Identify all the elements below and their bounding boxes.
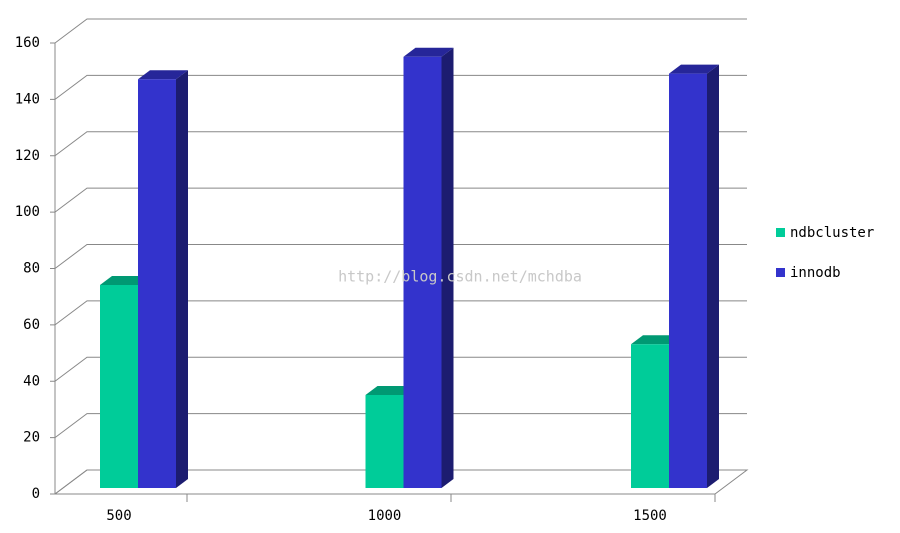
- x-tick-label: 500: [106, 508, 131, 524]
- x-tick-label: 1000: [368, 508, 402, 524]
- legend-swatch: [776, 268, 785, 277]
- bar-front: [138, 79, 176, 488]
- grid-line: [54, 131, 747, 157]
- grid-line: [54, 18, 747, 44]
- watermark: http://blog.csdn.net/mchdba: [338, 268, 582, 286]
- bar-front: [631, 344, 669, 488]
- grid-line: [54, 187, 747, 213]
- bar-top: [100, 276, 150, 286]
- grid-line: [54, 244, 747, 269]
- y-tick-label: 80: [23, 261, 40, 277]
- bar: [403, 47, 454, 488]
- bar-side: [707, 64, 719, 489]
- bar-top: [365, 385, 416, 395]
- legend-label: innodb: [790, 265, 841, 281]
- bar-top: [669, 64, 719, 74]
- bar-front: [403, 56, 442, 488]
- bar-top: [631, 335, 681, 345]
- y-tick-label: 160: [15, 35, 40, 51]
- grid-line: [54, 413, 747, 439]
- bar-front: [669, 73, 707, 489]
- bar-side: [176, 70, 188, 488]
- bar-front: [365, 394, 404, 488]
- y-tick-label: 40: [23, 373, 40, 389]
- legend-swatch: [776, 228, 785, 237]
- bar-side: [441, 47, 454, 488]
- y-tick-label: 120: [15, 148, 40, 164]
- bar-front: [100, 285, 138, 488]
- grid-line: [54, 300, 747, 326]
- y-tick-label: 60: [23, 317, 40, 333]
- grid-line: [54, 74, 747, 100]
- bar-top: [138, 70, 188, 80]
- y-tick-label: 0: [32, 486, 40, 502]
- y-tick-label: 100: [15, 204, 40, 220]
- bar: [138, 70, 188, 488]
- y-tick-label: 140: [15, 91, 40, 107]
- bar: [669, 64, 719, 489]
- bar-top: [403, 47, 454, 57]
- grid-line: [54, 356, 747, 382]
- x-tick-label: 1500: [633, 508, 667, 524]
- grid-line: [54, 469, 747, 495]
- legend-label: ndbcluster: [790, 225, 874, 241]
- y-tick-label: 20: [23, 430, 40, 446]
